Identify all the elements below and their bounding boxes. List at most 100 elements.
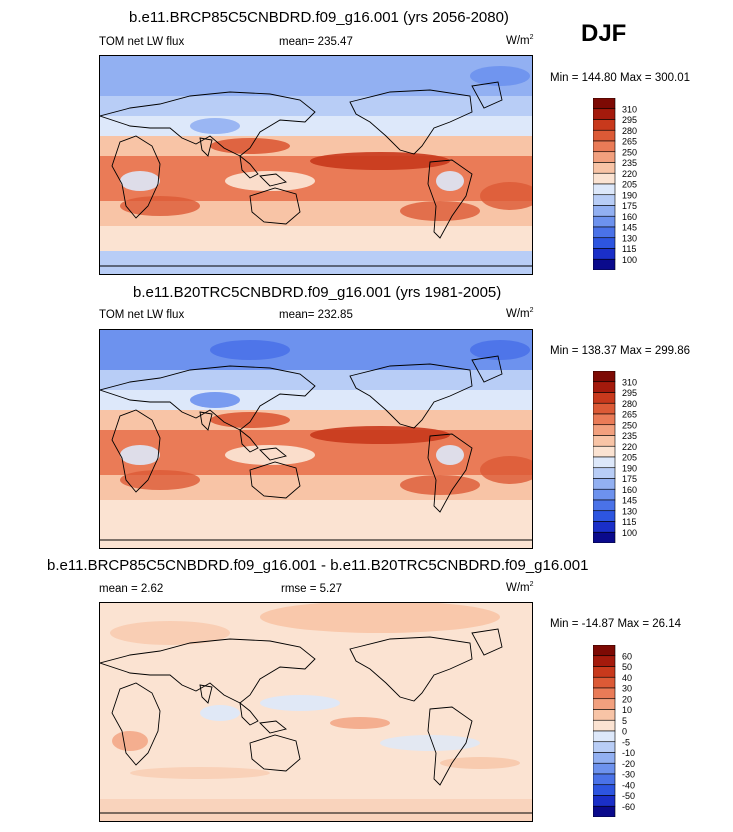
panel-1-minmax: Min = 144.80 Max = 300.01 bbox=[550, 72, 691, 84]
colorbar-box-6 bbox=[592, 424, 616, 436]
colorbar-tick-label: 115 bbox=[622, 244, 636, 254]
colorbar-tick-label: 160 bbox=[622, 485, 637, 495]
coastline bbox=[239, 701, 259, 726]
colorbar-tick-label: 295 bbox=[622, 388, 637, 398]
colorbar-box-16 bbox=[592, 805, 616, 818]
panel-1-units: W/m2 bbox=[506, 34, 534, 47]
colorbar-box-2 bbox=[592, 655, 616, 667]
colorbar-box-3 bbox=[592, 392, 616, 404]
panel-1-mean-label: mean= 235.47 bbox=[279, 36, 353, 48]
panel-2-map bbox=[99, 329, 533, 549]
colorbar-tick-label: -60 bbox=[622, 802, 635, 812]
coastline bbox=[100, 638, 316, 704]
colorbar-box-4 bbox=[592, 402, 616, 415]
colorbar-box-14 bbox=[592, 510, 616, 522]
colorbar-tick-label: 160 bbox=[622, 212, 637, 222]
colorbar-tick-label: 310 bbox=[622, 377, 637, 387]
colorbar-tick-label: 10 bbox=[622, 705, 632, 715]
colorbar-tick-label: -40 bbox=[622, 780, 635, 790]
colorbar-tick-label: 115 bbox=[622, 517, 636, 527]
season-label: DJF bbox=[581, 20, 627, 47]
colorbar-box-10 bbox=[592, 741, 616, 753]
colorbar-box-9 bbox=[592, 730, 616, 743]
colorbar-tick-label: 40 bbox=[622, 673, 632, 683]
coastline bbox=[471, 355, 503, 383]
panel-3-minmax: Min = -14.87 Max = 26.14 bbox=[550, 618, 682, 630]
colorbar-box-14 bbox=[592, 237, 616, 249]
colorbar-tick-label: 130 bbox=[622, 233, 637, 243]
panel-3-colorbar: 60 50 40 30 20 10 5 0 -5 -10 -20 -30 -40 -50 -60 bbox=[592, 644, 683, 818]
colorbar-tick-label: 250 bbox=[622, 147, 637, 157]
colorbar-box-4 bbox=[592, 129, 616, 142]
coastline bbox=[249, 734, 301, 772]
coastline bbox=[111, 409, 161, 493]
colorbar-box-16 bbox=[592, 531, 616, 544]
panel-2-variable-label: TOM net LW flux bbox=[99, 309, 185, 321]
coastline bbox=[471, 81, 503, 109]
panel-2-mean-label: mean= 232.85 bbox=[279, 309, 353, 321]
coastline bbox=[239, 154, 259, 179]
colorbar-tick-label: 50 bbox=[622, 662, 632, 672]
coastline bbox=[100, 91, 316, 157]
coastline bbox=[349, 363, 473, 429]
coastline bbox=[100, 365, 316, 431]
coastline bbox=[199, 684, 213, 704]
coastline bbox=[427, 706, 473, 786]
panel-3-units: W/m2 bbox=[506, 581, 534, 594]
colorbar-box-14 bbox=[592, 784, 616, 796]
colorbar-box-12 bbox=[592, 215, 616, 228]
colorbar-box-10 bbox=[592, 467, 616, 479]
colorbar-tick-label: 145 bbox=[622, 223, 637, 233]
colorbar-tick-label: 220 bbox=[622, 442, 637, 452]
coastline bbox=[199, 137, 213, 157]
colorbar-tick-label: 250 bbox=[622, 420, 637, 430]
colorbar-box-5 bbox=[592, 413, 616, 426]
colorbar-box-3 bbox=[592, 119, 616, 131]
panel-2-colorbar: 310 295 280 265 250 235 220 205 190 175 160 145 130 1… bbox=[592, 370, 683, 544]
colorbar-box-7 bbox=[592, 709, 616, 721]
colorbar-tick-label: 310 bbox=[622, 104, 637, 114]
colorbar-tick-label: 235 bbox=[622, 158, 637, 168]
colorbar-box-9 bbox=[592, 456, 616, 469]
colorbar-box-2 bbox=[592, 381, 616, 393]
colorbar-box-11 bbox=[592, 205, 616, 217]
colorbar-tick-label: 60 bbox=[622, 651, 632, 661]
colorbar-box-1 bbox=[592, 97, 616, 110]
colorbar-tick-label: 20 bbox=[622, 694, 632, 704]
colorbar-tick-label: 220 bbox=[622, 169, 637, 179]
colorbar-tick-label: 205 bbox=[622, 453, 637, 463]
colorbar-box-7 bbox=[592, 162, 616, 174]
colorbar-box-8 bbox=[592, 445, 616, 458]
coastline bbox=[111, 682, 161, 766]
panel-3-map-field bbox=[100, 603, 532, 821]
colorbar-tick-label: 280 bbox=[622, 399, 637, 409]
colorbar-box-8 bbox=[592, 719, 616, 732]
colorbar-box-1 bbox=[592, 370, 616, 383]
colorbar-tick-label: 175 bbox=[622, 474, 637, 484]
panel-3-mean-label: mean = 2.62 bbox=[99, 583, 164, 595]
colorbar-box-6 bbox=[592, 698, 616, 710]
coastline bbox=[199, 411, 213, 431]
colorbar-box-13 bbox=[592, 499, 616, 512]
colorbar-box-11 bbox=[592, 478, 616, 490]
colorbar-tick-label: 190 bbox=[622, 463, 637, 473]
panel-2-minmax: Min = 138.37 Max = 299.86 bbox=[550, 345, 691, 357]
coastline bbox=[249, 187, 301, 225]
colorbar-box-4 bbox=[592, 676, 616, 689]
colorbar-tick-label: 205 bbox=[622, 180, 637, 190]
colorbar-tick-label: 265 bbox=[622, 137, 637, 147]
colorbar-tick-label: 295 bbox=[622, 115, 637, 125]
colorbar-tick-label: 30 bbox=[622, 684, 632, 694]
colorbar-box-15 bbox=[592, 795, 616, 807]
coastline bbox=[427, 159, 473, 239]
colorbar-tick-label: 130 bbox=[622, 506, 637, 516]
colorbar-box-12 bbox=[592, 488, 616, 501]
panel-3-map bbox=[99, 602, 533, 822]
panel-3-title: b.e11.BRCP85C5CNBDRD.f09_g16.001 - b.e11… bbox=[47, 557, 589, 574]
coastline bbox=[349, 636, 473, 702]
colorbar-box-1 bbox=[592, 644, 616, 657]
colorbar-tick-label: 100 bbox=[622, 528, 637, 538]
panel-1-map-field bbox=[100, 56, 532, 274]
coastline bbox=[259, 447, 287, 461]
colorbar-tick-label: 190 bbox=[622, 190, 637, 200]
